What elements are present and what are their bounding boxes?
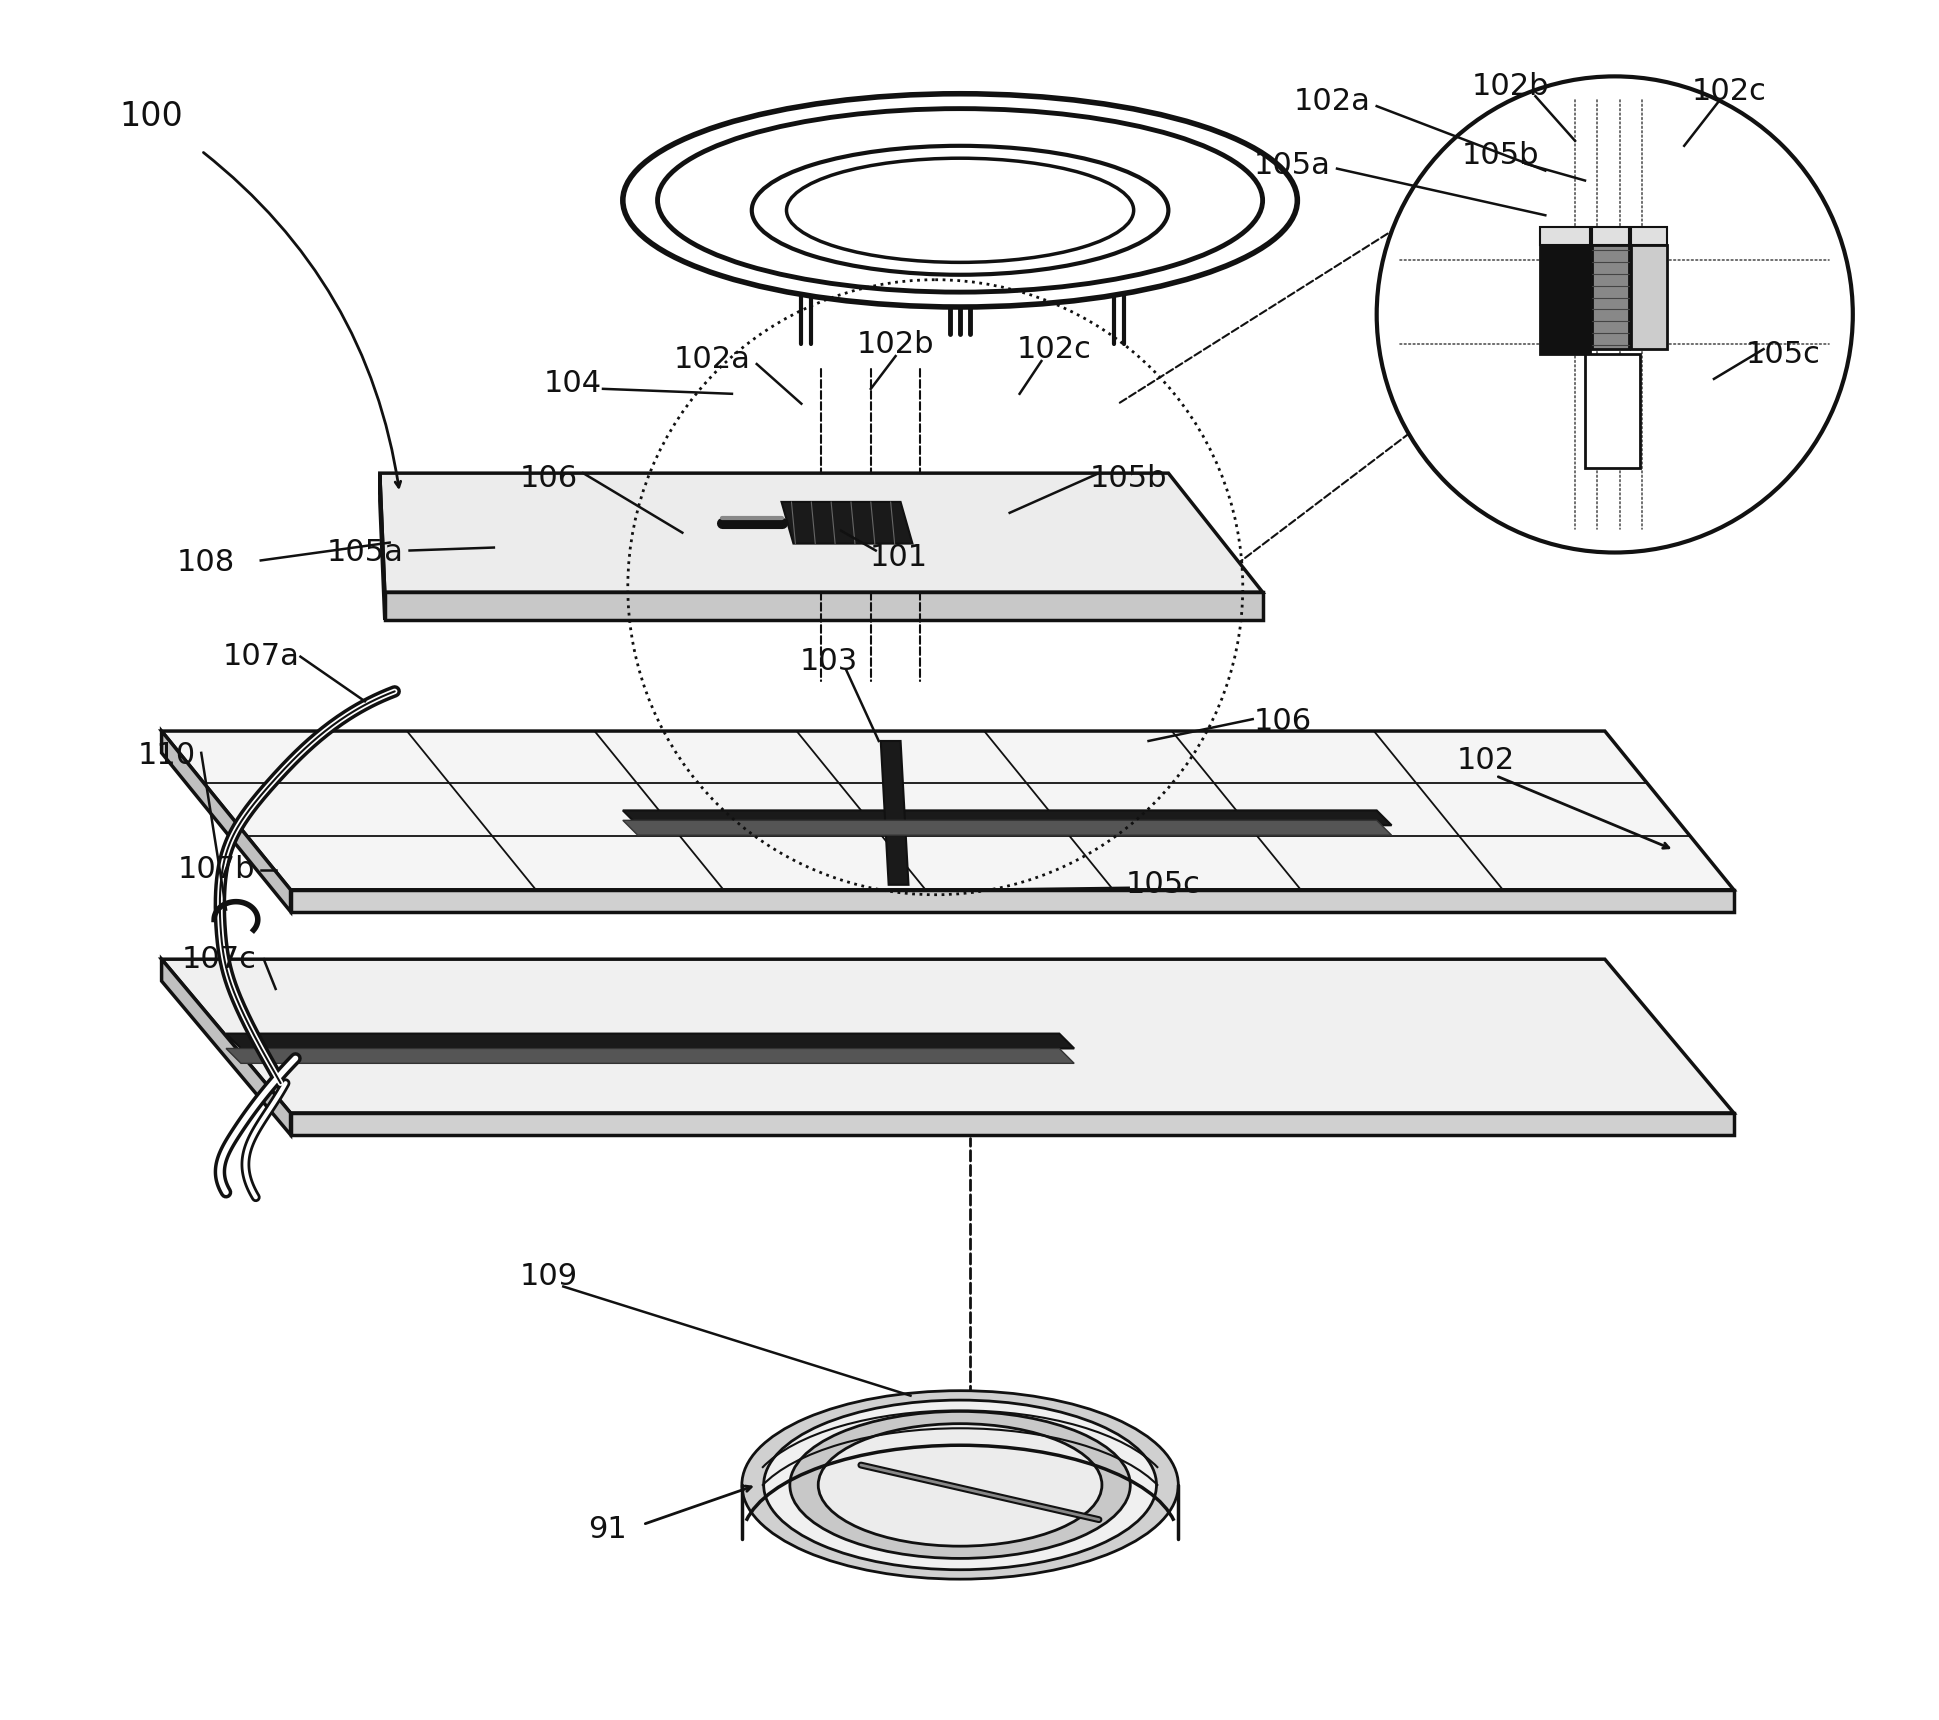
Text: 107a: 107a bbox=[223, 642, 299, 671]
Text: 106: 106 bbox=[520, 464, 578, 492]
Text: 105c: 105c bbox=[1125, 870, 1200, 900]
FancyBboxPatch shape bbox=[1592, 244, 1629, 349]
Polygon shape bbox=[227, 1049, 1074, 1063]
Ellipse shape bbox=[818, 1424, 1101, 1546]
Polygon shape bbox=[161, 731, 1733, 889]
Text: 103: 103 bbox=[799, 647, 857, 676]
Text: 104: 104 bbox=[543, 370, 601, 399]
Polygon shape bbox=[380, 473, 1262, 592]
FancyBboxPatch shape bbox=[1592, 227, 1629, 244]
Text: 102b: 102b bbox=[1472, 72, 1549, 101]
FancyBboxPatch shape bbox=[1584, 354, 1638, 468]
Ellipse shape bbox=[785, 158, 1132, 263]
Text: 105a: 105a bbox=[1253, 151, 1330, 181]
Ellipse shape bbox=[764, 1400, 1156, 1570]
Ellipse shape bbox=[752, 146, 1167, 275]
Text: 107c: 107c bbox=[182, 944, 256, 974]
Text: 91: 91 bbox=[588, 1515, 626, 1545]
Circle shape bbox=[1377, 76, 1852, 552]
Text: 106: 106 bbox=[1253, 707, 1311, 736]
Ellipse shape bbox=[789, 1412, 1130, 1558]
FancyBboxPatch shape bbox=[1631, 244, 1666, 349]
Text: 105b: 105b bbox=[1090, 464, 1167, 492]
Text: 102a: 102a bbox=[1293, 86, 1369, 115]
FancyBboxPatch shape bbox=[1540, 227, 1590, 244]
Text: 105a: 105a bbox=[326, 538, 403, 568]
Polygon shape bbox=[380, 473, 384, 619]
FancyBboxPatch shape bbox=[1631, 227, 1666, 244]
Polygon shape bbox=[161, 960, 291, 1135]
Text: 102: 102 bbox=[1456, 746, 1514, 776]
Text: 102c: 102c bbox=[1016, 335, 1092, 363]
Text: 102a: 102a bbox=[673, 344, 750, 373]
Text: 102c: 102c bbox=[1691, 77, 1764, 105]
Text: 105b: 105b bbox=[1462, 141, 1540, 170]
Ellipse shape bbox=[657, 108, 1262, 292]
Polygon shape bbox=[161, 731, 291, 912]
Polygon shape bbox=[781, 502, 911, 544]
Text: 110: 110 bbox=[138, 741, 196, 771]
Text: 108: 108 bbox=[176, 549, 235, 576]
Polygon shape bbox=[291, 1113, 1733, 1135]
FancyBboxPatch shape bbox=[1540, 236, 1590, 354]
Polygon shape bbox=[622, 810, 1390, 826]
Text: 100: 100 bbox=[120, 100, 184, 132]
Ellipse shape bbox=[741, 1391, 1177, 1579]
Polygon shape bbox=[227, 1034, 1074, 1049]
Text: 105c: 105c bbox=[1745, 339, 1821, 368]
Ellipse shape bbox=[622, 93, 1297, 306]
Text: 109: 109 bbox=[520, 1262, 578, 1292]
Polygon shape bbox=[622, 820, 1390, 836]
Polygon shape bbox=[384, 592, 1262, 619]
Text: 101: 101 bbox=[869, 544, 927, 573]
Polygon shape bbox=[291, 889, 1733, 912]
Text: 102b: 102b bbox=[857, 330, 935, 359]
Polygon shape bbox=[161, 960, 1733, 1113]
Polygon shape bbox=[880, 741, 907, 884]
Text: 107b: 107b bbox=[176, 855, 254, 884]
